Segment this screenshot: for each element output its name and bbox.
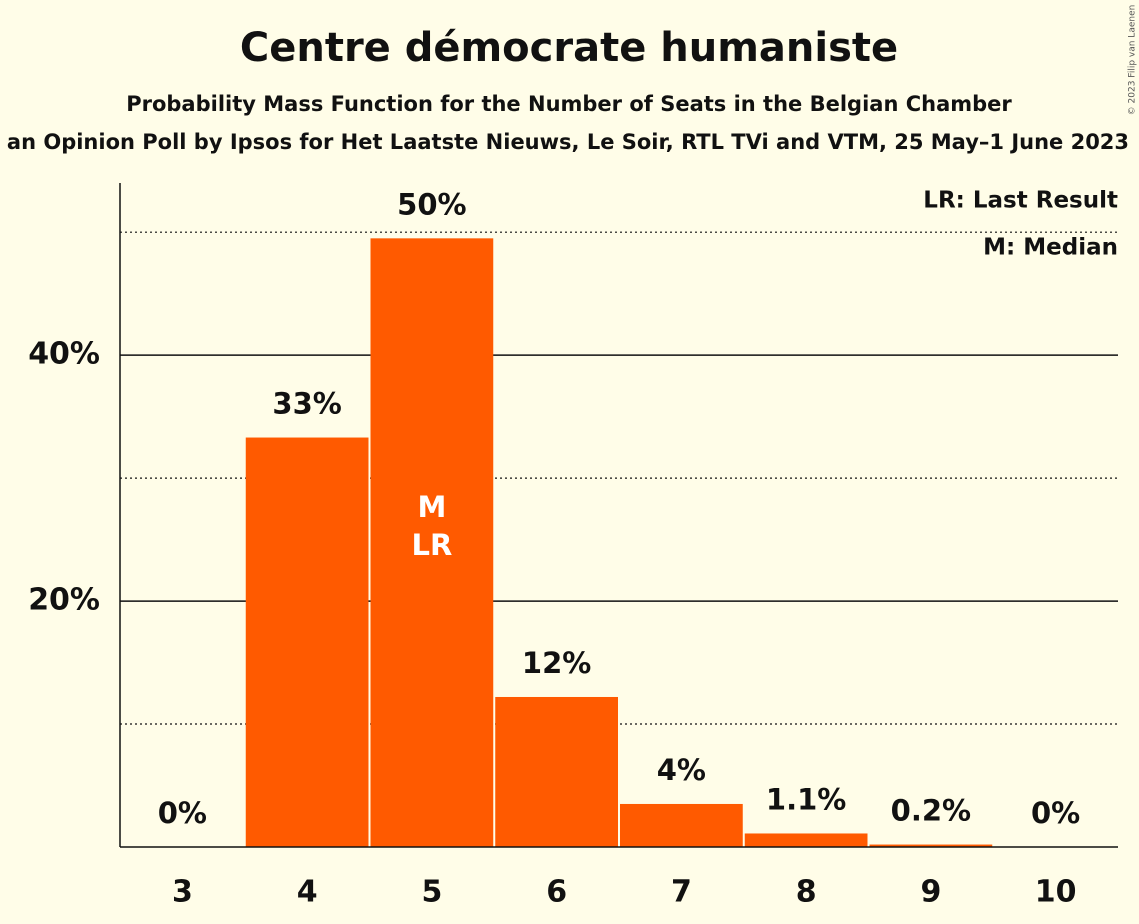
bar	[495, 696, 618, 847]
x-tick-label: 8	[796, 875, 817, 910]
x-tick-label: 10	[1035, 875, 1077, 910]
bar	[370, 238, 494, 848]
bar	[245, 437, 369, 847]
x-tick-label: 3	[172, 875, 193, 910]
bar-annotation: M	[417, 490, 446, 524]
bar	[620, 803, 743, 847]
value-label: 0%	[158, 796, 207, 830]
y-tick-label: 40%	[28, 337, 100, 372]
value-label: 50%	[397, 187, 466, 221]
value-label: 12%	[522, 646, 591, 680]
y-tick-label: 20%	[28, 583, 100, 618]
legend-entry: M: Median	[983, 235, 1118, 261]
value-label: 0.2%	[891, 794, 971, 828]
bar	[744, 833, 868, 847]
value-label: 0%	[1031, 796, 1080, 830]
x-tick-label: 4	[297, 875, 318, 910]
value-label: 1.1%	[766, 782, 846, 816]
bar	[869, 844, 993, 847]
value-label: 33%	[272, 387, 341, 421]
x-tick-label: 7	[671, 875, 692, 910]
x-tick-label: 9	[920, 875, 941, 910]
legend-entry: LR: Last Result	[923, 188, 1118, 214]
chart-subtitle: Probability Mass Function for the Number…	[126, 92, 1012, 116]
x-tick-label: 5	[421, 875, 442, 910]
value-label: 4%	[657, 753, 706, 787]
bar-annotation: LR	[411, 528, 452, 562]
chart-title: Centre démocrate humaniste	[240, 25, 898, 71]
x-tick-label: 6	[546, 875, 567, 910]
copyright: © 2023 Filip van Laenen	[1128, 5, 1138, 116]
chart-source: Based on an Opinion Poll by Ipsos for He…	[0, 130, 1129, 154]
